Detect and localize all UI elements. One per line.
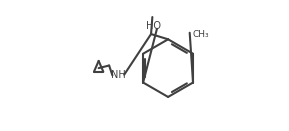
Text: CH₃: CH₃ [192, 30, 209, 39]
Text: HO: HO [146, 21, 160, 31]
Text: NH: NH [111, 70, 126, 80]
